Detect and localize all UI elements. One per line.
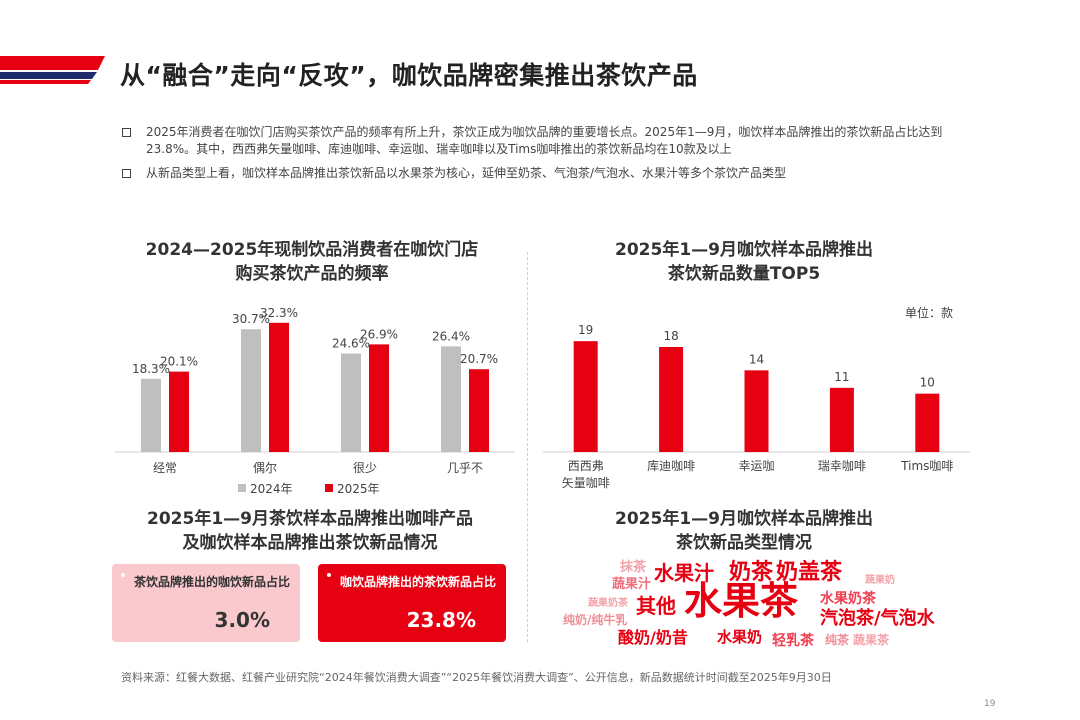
wordcloud-title-line: 茶饮新品类型情况 <box>676 533 812 553</box>
bullet-dot-icon <box>121 573 125 577</box>
frequency-bar-chart: 18.3%20.1% 经常 30.7%32.3% 偶尔 24.6%26.9% 很少 26.4… <box>115 306 515 496</box>
chart-title-line: 2024—2025年现制饮品消费者在咖饮门店 <box>145 240 479 260</box>
square-bullet-icon <box>122 169 131 178</box>
wordcloud-title: 2025年1—9月咖饮样本品牌推出 茶饮新品类型情况 <box>554 507 934 555</box>
bullet-item: 从新品类型上看，咖饮样本品牌推出茶饮新品以水果茶为核心，延伸至奶茶、气泡茶/气泡… <box>122 165 982 182</box>
frequency-chart-title: 2024—2025年现制饮品消费者在咖饮门店 购买茶饮产品的频率 <box>112 238 512 286</box>
bar <box>829 387 854 452</box>
coffee-brand-tea-share-card: 咖饮品牌推出的茶饮新品占比 23.8% <box>318 564 506 642</box>
data-label: 11 <box>834 370 849 384</box>
chart-title-line: 购买茶饮产品的频率 <box>235 264 389 284</box>
bar <box>744 370 769 452</box>
wordcloud-word: 奶茶 <box>729 560 774 585</box>
bullet-item: 2025年消费者在咖饮门店购买茶饮产品的频率有所上升，茶饮正成为咖饮品牌的重要增… <box>122 124 982 158</box>
x-tick-label: 偶尔 <box>253 460 277 475</box>
x-tick-label: 很少 <box>353 461 377 475</box>
bar <box>169 371 189 452</box>
data-label: 24.6% <box>332 337 370 351</box>
data-label: 18.3% <box>132 362 170 376</box>
wordcloud-word: 蔬果茶 <box>853 633 890 647</box>
unit-label: 单位：款 <box>905 306 954 320</box>
legend-swatch <box>238 484 246 492</box>
chart-title-line: 2025年1—9月咖饮样本品牌推出 <box>615 240 873 260</box>
data-label: 26.9% <box>360 327 398 341</box>
bullet-dot-icon <box>327 573 331 577</box>
card-label: 咖饮品牌推出的茶饮新品占比 <box>340 575 497 589</box>
bar <box>659 347 684 452</box>
wordcloud-title-line: 2025年1—9月咖饮样本品牌推出 <box>615 509 873 529</box>
data-label: 18 <box>663 329 678 343</box>
bar <box>241 329 261 452</box>
section-title-line: 及咖饮样本品牌推出茶饮新品情况 <box>182 533 438 553</box>
coffee-section-title: 2025年1—9月茶饮样本品牌推出咖啡产品 及咖饮样本品牌推出茶饮新品情况 <box>112 507 508 555</box>
data-label: 26.4% <box>432 329 470 343</box>
wordcloud-word: 抹茶 <box>620 560 647 575</box>
wordcloud-word: 纯奶/纯牛乳 <box>563 613 628 627</box>
card-value: 23.8% <box>406 608 476 632</box>
wordcloud-word: 奶盖茶 <box>776 560 843 585</box>
data-label: 20.7% <box>460 352 498 366</box>
page-title: 从“融合”走向“反攻”，咖饮品牌密集推出茶饮产品 <box>120 61 698 90</box>
wordcloud-word: 蔬果奶 <box>865 575 895 586</box>
section-title-line: 2025年1—9月茶饮样本品牌推出咖啡产品 <box>147 509 473 529</box>
bullet-list: 2025年消费者在咖饮门店购买茶饮产品的频率有所上升，茶饮正成为咖饮品牌的重要增… <box>122 124 982 189</box>
wordcloud-word: 汽泡茶/气泡水 <box>820 608 935 629</box>
data-label: 32.3% <box>260 306 298 320</box>
legend-label: 2025年 <box>337 482 380 496</box>
card-value: 3.0% <box>214 608 270 632</box>
wordcloud-word: 蔬果汁 <box>612 577 652 592</box>
data-label: 10 <box>920 376 935 390</box>
bullet-text: 2025年消费者在咖饮门店购买茶饮产品的频率有所上升，茶饮正成为咖饮品牌的重要增… <box>146 125 943 156</box>
wordcloud-word: 酸奶/奶昔 <box>618 628 688 647</box>
wordcloud-word: 水果茶 <box>684 579 799 623</box>
chart-title-line: 茶饮新品数量TOP5 <box>667 264 821 284</box>
top5-bar-chart: 19 西西弗矢量咖啡 18 库迪咖啡 14 幸运咖 11 瑞幸咖啡 10 Tims咖啡 <box>543 323 970 490</box>
bar <box>573 341 598 452</box>
data-label: 19 <box>578 323 593 337</box>
legend-label: 2024年 <box>250 482 293 496</box>
bar <box>915 393 940 452</box>
wordcloud-word: 轻乳茶 <box>772 633 814 649</box>
legend-swatch <box>325 484 333 492</box>
bar <box>441 346 461 452</box>
square-bullet-icon <box>122 128 131 137</box>
bar <box>469 369 489 452</box>
wordcloud-word: 蔬果奶茶 <box>588 598 628 609</box>
wordcloud-word: 水果奶茶 <box>820 591 876 607</box>
bullet-text: 从新品类型上看，咖饮样本品牌推出茶饮新品以水果茶为核心，延伸至奶茶、气泡茶/气泡… <box>146 166 787 180</box>
wordcloud-word: 其他 <box>636 594 676 618</box>
bar <box>341 353 361 452</box>
bar <box>141 378 161 452</box>
vertical-divider <box>527 252 528 642</box>
x-tick-label: 几乎不 <box>447 461 483 475</box>
wordcloud-word: 水果奶 <box>717 628 763 646</box>
x-tick-label: 矢量咖啡 <box>562 475 610 490</box>
data-label: 30.7% <box>232 312 270 326</box>
wordcloud-word: 纯茶 <box>825 633 850 647</box>
x-tick-label: 经常 <box>153 461 177 475</box>
top5-chart-title: 2025年1—9月咖饮样本品牌推出 茶饮新品数量TOP5 <box>554 238 934 286</box>
header-stripe-decoration <box>0 56 105 84</box>
x-tick-label: 瑞幸咖啡 <box>818 458 866 473</box>
bar <box>369 344 389 452</box>
bar <box>269 322 289 452</box>
page-number: 19 <box>984 699 996 709</box>
x-tick-label: Tims咖啡 <box>900 458 953 473</box>
tea-brand-coffee-share-card: 茶饮品牌推出的咖饮新品占比 3.0% <box>112 564 300 642</box>
data-label: 20.1% <box>160 355 198 369</box>
wordcloud-word: 水果汁 <box>654 561 714 585</box>
x-tick-label: 西西弗 <box>568 459 604 473</box>
source-note: 资料来源：红餐大数据、红餐产业研究院“2024年餐饮消费大调查”“2025年餐饮… <box>121 671 832 684</box>
card-label: 茶饮品牌推出的咖饮新品占比 <box>134 575 291 589</box>
x-tick-label: 库迪咖啡 <box>647 458 695 473</box>
x-tick-label: 幸运咖 <box>738 458 774 473</box>
data-label: 14 <box>749 352 764 366</box>
